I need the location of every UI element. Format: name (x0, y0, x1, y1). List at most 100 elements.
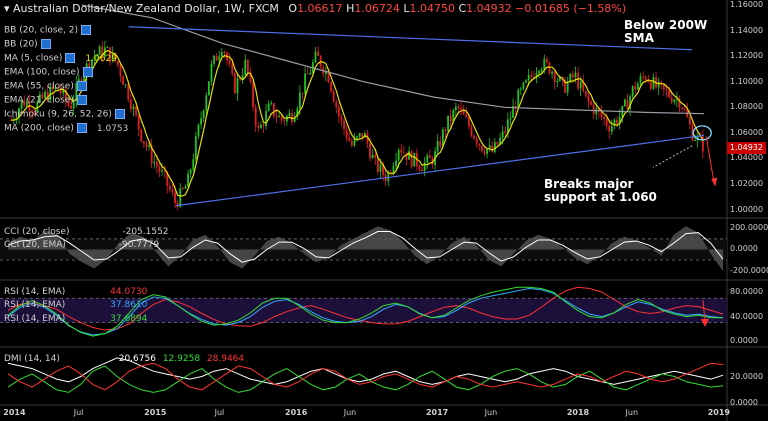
candle-body (210, 63, 213, 82)
indicator-settings-icon[interactable] (81, 25, 92, 35)
indicator-row[interactable]: EMA (55, close) (4, 81, 87, 93)
annotation-text: SMA (624, 31, 654, 45)
candle-body (220, 52, 223, 57)
down-arrow-icon (705, 136, 715, 185)
candle-body (444, 129, 447, 131)
candle-body (18, 108, 20, 119)
candle-body (538, 71, 540, 74)
trendline (128, 26, 693, 51)
candle-body (244, 59, 247, 76)
indicator-settings-icon[interactable] (76, 123, 87, 133)
candle-body (668, 90, 670, 97)
indicator-row[interactable]: MA (200, close) 1.0753 (4, 123, 128, 135)
indicator-row[interactable]: Ichimoku (9, 26, 52, 26) (4, 109, 125, 121)
candle-body (509, 117, 512, 120)
candle-body (155, 161, 158, 167)
candle-body (231, 64, 234, 74)
change-value: −0.01685 (−1.58%) (515, 2, 627, 15)
candle-body (233, 73, 236, 94)
trendline (175, 134, 705, 207)
indicator-settings-icon[interactable] (82, 67, 93, 77)
candle-body (202, 110, 205, 119)
x-tick-label: Jun (625, 408, 639, 417)
candle-body (642, 76, 644, 78)
cci-legend-2: CCI (20, EMA) -90.7779 (4, 240, 159, 251)
breakdown-circle (692, 125, 712, 141)
candle-body (90, 59, 93, 71)
candle-body (592, 104, 595, 115)
rsi-line (7, 287, 724, 336)
indicator-row[interactable]: MA (5, close) 1.0629 (4, 53, 117, 65)
candle-body (467, 117, 470, 127)
candle-body (600, 111, 603, 118)
candle-body (584, 90, 587, 96)
candle-body (428, 155, 431, 159)
candle-body (223, 52, 226, 53)
x-tick-label: Jun (484, 408, 498, 417)
indicator-label: Ichimoku (9, 26, 52, 26) (4, 109, 112, 120)
close-value: 1.04932 (466, 2, 512, 15)
candle-body (293, 116, 296, 122)
indicator-settings-icon[interactable] (65, 53, 76, 63)
candle-body (423, 162, 426, 172)
candle-body (132, 106, 135, 110)
arrowhead-icon (701, 319, 709, 327)
candle-body (109, 47, 111, 62)
candle-body (38, 94, 41, 102)
candle-body (696, 135, 699, 140)
indicator-row[interactable]: EMA (100, close) (4, 67, 93, 79)
candle-body (327, 70, 330, 83)
x-tick-label: 2019 (707, 408, 730, 417)
candle-body (330, 82, 332, 92)
indicator-label: EMA (55, close) (4, 81, 74, 92)
candle-body (215, 55, 218, 61)
candle-body (197, 124, 200, 137)
indicator-settings-icon[interactable] (40, 39, 51, 49)
candle-body (675, 98, 678, 100)
candle-body (171, 189, 174, 193)
candle-body (296, 108, 299, 117)
candle-body (332, 91, 335, 102)
cci-label: CCI (20, close) (4, 227, 70, 237)
indicator-settings-icon[interactable] (76, 95, 87, 105)
candle-body (265, 111, 267, 127)
indicator-row[interactable]: BB (20) (4, 39, 51, 51)
candle-body (558, 77, 561, 81)
candle-body (142, 141, 145, 144)
x-tick-label: 2014 (3, 408, 26, 417)
ma5-line (11, 49, 704, 197)
candle-body (25, 102, 28, 106)
candle-body (83, 75, 85, 84)
indicator-settings-icon[interactable] (76, 81, 87, 91)
indicator-row[interactable]: EMA (21, close) (4, 95, 87, 107)
candle-body (262, 124, 265, 127)
candle-body (519, 88, 522, 90)
indicator-label: EMA (100, close) (4, 67, 80, 78)
candle-body (564, 79, 566, 93)
candle-body (639, 76, 642, 84)
rsi-band (0, 298, 727, 323)
y-tick-label: 1.02000 (730, 179, 764, 189)
collapse-arrow-icon[interactable]: ▾ (4, 2, 10, 15)
candle-body (270, 103, 273, 104)
candle-body (96, 54, 98, 57)
candle-body (31, 111, 33, 113)
candle-body (129, 99, 132, 110)
candle-body (597, 108, 600, 112)
candle-body (610, 125, 613, 132)
candle-body (176, 202, 179, 207)
cci-ema-line (7, 231, 724, 263)
candle-body (694, 139, 696, 141)
candle-body (486, 148, 488, 154)
candle-body (436, 141, 439, 152)
candle-body (470, 126, 473, 136)
open-label: O (288, 2, 298, 15)
indicator-row[interactable]: BB (20, close, 2) (4, 25, 92, 37)
y-tick-label: 80.0000 (730, 287, 764, 297)
candle-body (566, 81, 569, 93)
indicator-label: BB (20, close, 2) (4, 25, 79, 36)
candle-body (452, 110, 455, 122)
indicator-settings-icon[interactable] (114, 109, 125, 119)
dmi-value: 20.6756 (118, 354, 156, 364)
candle-body (652, 77, 655, 89)
